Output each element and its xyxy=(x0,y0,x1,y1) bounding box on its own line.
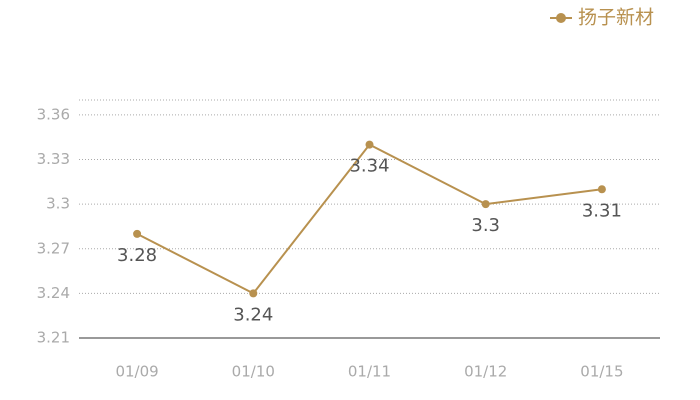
y-tick-label: 3.21 xyxy=(37,329,70,347)
point xyxy=(481,200,490,209)
point xyxy=(133,229,142,238)
y-tick-label: 3.24 xyxy=(37,284,70,302)
x-tick-label: 01/10 xyxy=(232,363,275,381)
y-tick-label: 3.3 xyxy=(46,195,70,213)
y-tick-label: 3.33 xyxy=(37,150,70,168)
point xyxy=(365,140,374,149)
data-label: 3.28 xyxy=(117,245,157,266)
x-tick-label: 01/12 xyxy=(464,363,507,381)
x-tick-label: 01/11 xyxy=(348,363,391,381)
point xyxy=(249,289,258,298)
legend-marker xyxy=(556,13,566,23)
data-label: 3.3 xyxy=(471,215,500,236)
x-tick-label: 01/09 xyxy=(115,363,158,381)
x-tick-label: 01/15 xyxy=(580,363,623,381)
point xyxy=(597,185,606,194)
legend-label: 扬子新材 xyxy=(578,7,654,29)
data-label: 3.24 xyxy=(233,304,273,325)
y-tick-label: 3.27 xyxy=(37,239,70,257)
y-tick-label: 3.36 xyxy=(37,105,70,123)
data-label: 3.34 xyxy=(349,156,389,177)
data-label: 3.31 xyxy=(582,200,622,221)
